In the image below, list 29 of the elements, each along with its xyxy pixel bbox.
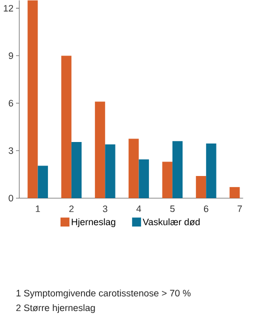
x-tick-label: 3 xyxy=(103,205,108,212)
y-tick-label: 9 xyxy=(8,52,14,60)
bar xyxy=(138,159,150,198)
text: 1 Symptomgivende carotisstenose > 70 % xyxy=(16,290,191,298)
y-tick-label: 3 xyxy=(8,147,14,154)
bar xyxy=(230,187,240,198)
x-tick-label: 1 xyxy=(36,206,40,212)
bar xyxy=(105,144,116,198)
x-tick-label: 2 xyxy=(69,205,74,212)
y-tick-label: 12 xyxy=(4,4,14,12)
y-tick-label: 0 xyxy=(8,194,14,202)
legend-label: Vaskulær død xyxy=(142,218,200,226)
bar xyxy=(172,141,183,198)
bar xyxy=(95,102,106,198)
x-tick-label: 6 xyxy=(204,205,208,212)
bar xyxy=(206,144,216,198)
bar xyxy=(61,56,72,198)
x-tick-label: 5 xyxy=(170,206,175,212)
bar xyxy=(128,138,139,198)
bar xyxy=(38,166,48,198)
y-tick-label: 6 xyxy=(8,100,14,106)
bar xyxy=(72,142,82,198)
x-tick-label: 7 xyxy=(238,206,242,212)
x-tick-label: 4 xyxy=(136,206,142,212)
legend-label: Hjerneslag xyxy=(72,218,116,228)
bar xyxy=(196,176,206,198)
bar xyxy=(162,162,173,198)
bar xyxy=(28,0,38,198)
text: 2 Større hjerneslag xyxy=(16,304,95,313)
